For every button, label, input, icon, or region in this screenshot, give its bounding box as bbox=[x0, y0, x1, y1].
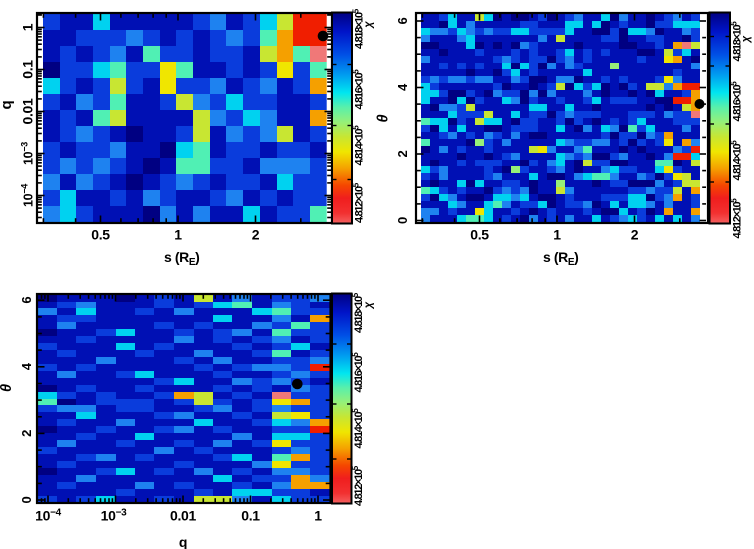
svg-text:χ: χ bbox=[740, 35, 752, 43]
svg-text:χ: χ bbox=[363, 21, 375, 29]
svg-text:2: 2 bbox=[252, 227, 260, 243]
svg-text:4.814×105: 4.814×105 bbox=[730, 140, 744, 181]
svg-text:4.818×105: 4.818×105 bbox=[352, 8, 366, 49]
svg-text:0.5: 0.5 bbox=[470, 227, 489, 243]
svg-text:0: 0 bbox=[395, 217, 410, 224]
svg-text:0.1: 0.1 bbox=[20, 60, 36, 79]
svg-text:6: 6 bbox=[395, 17, 410, 24]
svg-text:0.1: 0.1 bbox=[241, 508, 260, 524]
svg-text:2: 2 bbox=[395, 150, 410, 157]
svg-text:4.812×105: 4.812×105 bbox=[730, 198, 744, 239]
svg-text:4.814×105: 4.814×105 bbox=[351, 408, 365, 449]
svg-text:2: 2 bbox=[631, 227, 639, 243]
svg-text:q: q bbox=[0, 100, 15, 109]
svg-text:4.816×105: 4.816×105 bbox=[351, 352, 365, 393]
svg-text:4.818×105: 4.818×105 bbox=[730, 21, 744, 62]
svg-text:1: 1 bbox=[314, 508, 322, 524]
svg-text:4.814×105: 4.814×105 bbox=[352, 125, 366, 166]
svg-text:4: 4 bbox=[395, 83, 410, 91]
svg-text:4.816×105: 4.816×105 bbox=[730, 81, 744, 122]
svg-text:4.812×105: 4.812×105 bbox=[351, 465, 365, 506]
svg-text:4.812×105: 4.812×105 bbox=[352, 182, 366, 223]
svg-text:0.5: 0.5 bbox=[91, 227, 110, 243]
svg-text:0.01: 0.01 bbox=[20, 98, 36, 125]
svg-text:q: q bbox=[179, 534, 187, 549]
svg-text:χ: χ bbox=[363, 301, 375, 309]
svg-text:1: 1 bbox=[553, 227, 561, 243]
svg-text:θ: θ bbox=[0, 384, 15, 392]
svg-text:θ: θ bbox=[376, 114, 392, 122]
svg-text:2: 2 bbox=[19, 430, 34, 437]
svg-text:6: 6 bbox=[19, 297, 34, 304]
svg-text:1: 1 bbox=[20, 23, 36, 31]
svg-text:0.01: 0.01 bbox=[170, 508, 197, 524]
svg-text:1: 1 bbox=[174, 227, 182, 243]
svg-text:0: 0 bbox=[19, 496, 34, 503]
svg-text:4.816×105: 4.816×105 bbox=[352, 69, 366, 110]
svg-text:4: 4 bbox=[19, 362, 34, 370]
svg-text:4.818×105: 4.818×105 bbox=[351, 292, 365, 333]
